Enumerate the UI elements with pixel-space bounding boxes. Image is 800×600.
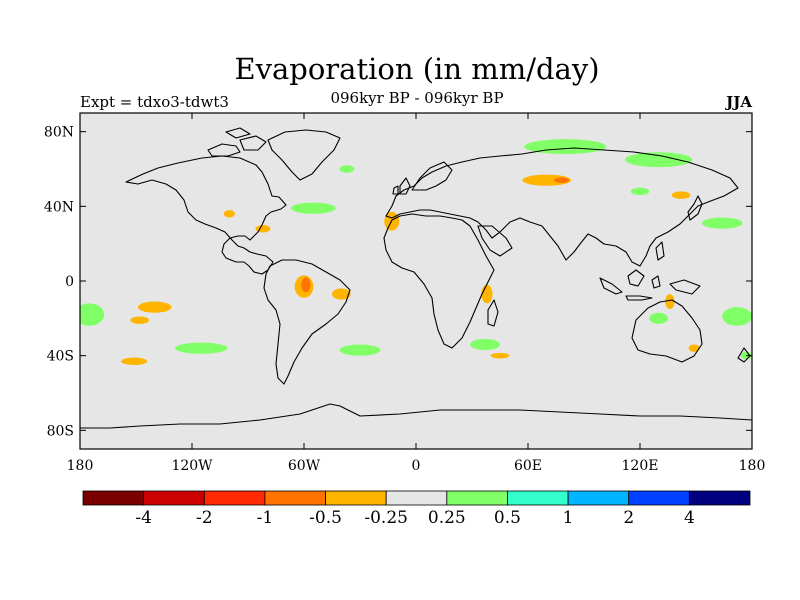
lat-tick-label: 80N [44, 125, 74, 141]
coastline-arctic-islands [207, 127, 267, 157]
anomaly-region [175, 342, 228, 354]
coastline-south-america [263, 259, 351, 385]
anomaly-region [522, 174, 571, 186]
lat-tick-label: 80S [47, 423, 74, 439]
anomaly-region [223, 210, 235, 218]
colorbar-swatch [264, 490, 326, 506]
coastlines [80, 127, 752, 429]
colorbar-swatch [203, 490, 266, 506]
lat-tick-label: 40N [44, 199, 74, 215]
colorbar-swatch [143, 490, 205, 506]
colorbar-label: 0.5 [494, 508, 521, 528]
anomaly-region [137, 301, 172, 313]
anomaly-region [649, 312, 669, 324]
coastline-maritime-continent [599, 241, 701, 301]
colorbar-label: 1 [563, 508, 574, 528]
anomaly-region [290, 202, 336, 214]
lat-tick-label: 0 [65, 274, 74, 290]
anomaly-region [255, 225, 271, 233]
colorbar-label: -0.5 [309, 508, 342, 528]
map-background [80, 113, 752, 449]
anomaly-region [130, 316, 150, 324]
lon-tick-label: 60E [514, 458, 542, 474]
colorbar-label: 4 [684, 508, 695, 528]
anomaly-region [490, 352, 510, 359]
lon-tick-label: 60W [288, 458, 321, 474]
anomaly-region [671, 191, 691, 199]
colorbar-swatch [688, 490, 751, 506]
coastline-scandinavia [411, 161, 453, 191]
coastline-madagascar [487, 299, 499, 327]
experiment-label: Expt = tdxo3-tdwt3 [80, 93, 229, 111]
anomaly-region [701, 217, 743, 229]
page-title: Evaporation (in mm/day) [234, 52, 600, 86]
map-axes: 80N 40N 0 40S 80S 180 120W 60W 0 60E 120E 180 [44, 113, 765, 474]
lon-tick-label: 180 [739, 458, 766, 474]
lon-tick-label: 180 [67, 458, 94, 474]
anomaly-region [722, 307, 752, 326]
colorbar-swatch [325, 490, 387, 506]
colorbar-label: -1 [257, 508, 274, 528]
colorbar-swatch [82, 490, 145, 506]
coastline-japan [687, 195, 703, 221]
coastline-north-america [125, 155, 287, 275]
lon-tick-label: 0 [412, 458, 421, 474]
anomaly-region [339, 165, 355, 173]
colorbar-label: 0.25 [428, 508, 466, 528]
colorbar-swatch [446, 490, 508, 506]
season-label: JJA [726, 93, 752, 111]
subtitle: 096kyr BP - 096kyr BP [330, 89, 504, 107]
anomaly-region [665, 294, 675, 309]
colorbar-swatch [567, 490, 630, 506]
colorbar-swatch [628, 490, 690, 506]
colorbar: -4 -2 -1 -0.5 -0.25 0.25 0.5 1 2 4 [82, 490, 751, 528]
colorbar-label: -0.25 [364, 508, 408, 528]
coastline-australia [631, 299, 703, 363]
lon-tick-label: 120E [622, 458, 659, 474]
colorbar-label: -4 [135, 508, 152, 528]
anomaly-region [470, 338, 501, 351]
lon-tick-label: 120W [171, 458, 213, 474]
colorbar-label: -2 [196, 508, 213, 528]
colorbar-swatch [507, 490, 569, 506]
colorbar-swatch [385, 490, 448, 506]
coastline-africa [383, 213, 495, 349]
coastline-british-isles [392, 177, 411, 195]
anomaly-region [625, 152, 693, 168]
anomaly-region [339, 344, 381, 356]
anomaly-region [301, 277, 311, 293]
anomaly-region [688, 344, 700, 352]
colorbar-label: 2 [623, 508, 634, 528]
coastline-antarctica [80, 403, 752, 429]
coastline-new-zealand [737, 347, 751, 363]
coastline-greenland [267, 129, 341, 181]
coastline-arabia [477, 225, 513, 257]
anomaly-region [121, 357, 148, 365]
lat-tick-label: 40S [47, 349, 74, 365]
anomaly-region [554, 177, 570, 183]
anomaly-region [332, 288, 351, 300]
anomaly-region [481, 284, 493, 304]
anomaly-region [630, 187, 650, 196]
anomaly-region [80, 303, 105, 326]
coastline-eurasia [385, 147, 739, 267]
